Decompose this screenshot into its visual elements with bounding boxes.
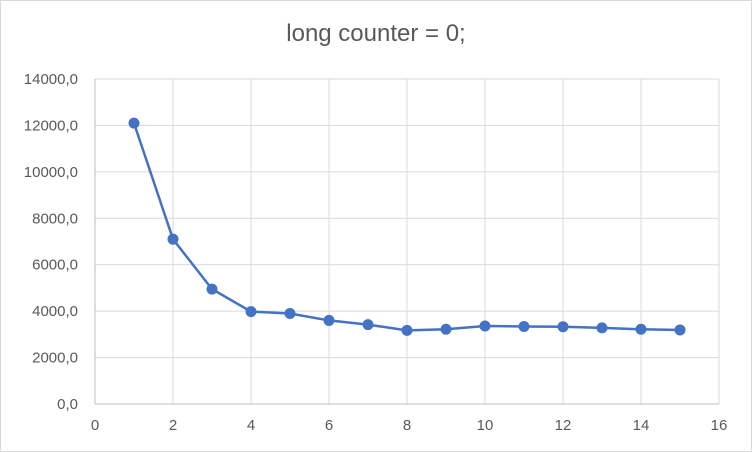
data-point xyxy=(362,319,374,331)
x-tick-label: 0 xyxy=(91,417,99,434)
y-tick-label: 0,0 xyxy=(57,396,78,413)
data-point xyxy=(323,314,335,326)
data-point xyxy=(440,323,452,335)
data-point xyxy=(518,320,530,332)
data-point xyxy=(557,321,569,333)
data-point xyxy=(128,117,140,129)
x-tick-label: 10 xyxy=(477,417,494,434)
y-tick-label: 2000,0 xyxy=(32,350,78,367)
data-point xyxy=(635,323,647,335)
data-point xyxy=(245,306,257,318)
x-tick-label: 8 xyxy=(403,417,411,434)
y-tick-label: 4000,0 xyxy=(32,303,78,320)
data-point xyxy=(596,322,608,334)
x-tick-label: 12 xyxy=(555,417,572,434)
y-tick-label: 12000,0 xyxy=(24,117,78,134)
x-tick-label: 4 xyxy=(247,417,255,434)
y-tick-label: 8000,0 xyxy=(32,210,78,227)
data-point xyxy=(167,233,179,245)
x-tick-label: 14 xyxy=(633,417,650,434)
data-point xyxy=(284,307,296,319)
x-tick-label: 6 xyxy=(325,417,333,434)
y-tick-label: 6000,0 xyxy=(32,257,78,274)
data-point xyxy=(206,283,218,295)
data-point xyxy=(479,320,491,332)
data-point xyxy=(401,324,413,336)
chart-title: long counter = 0; xyxy=(286,20,466,47)
x-tick-label: 2 xyxy=(169,417,177,434)
x-tick-label: 16 xyxy=(711,417,728,434)
data-point xyxy=(674,324,686,336)
y-tick-label: 14000,0 xyxy=(24,71,78,88)
y-tick-label: 10000,0 xyxy=(24,164,78,181)
